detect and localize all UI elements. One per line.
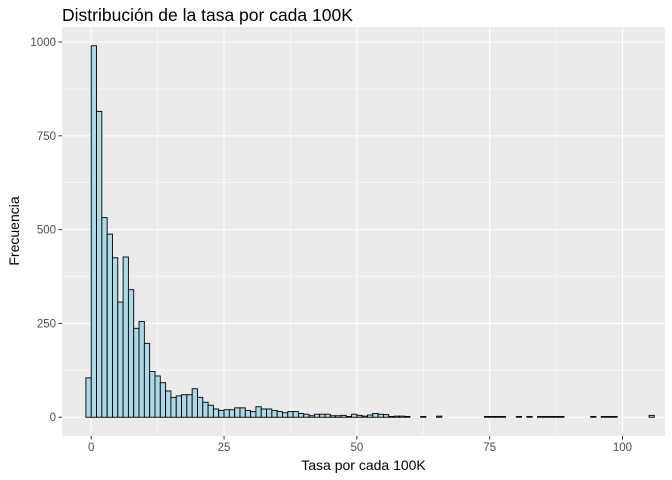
histogram-bar bbox=[372, 413, 379, 418]
histogram-bar bbox=[154, 375, 161, 418]
histogram-bar bbox=[117, 301, 124, 418]
histogram-bar bbox=[271, 410, 278, 418]
histogram-bar bbox=[276, 411, 283, 418]
histogram-bar bbox=[122, 256, 129, 418]
histogram-bar bbox=[590, 416, 597, 418]
histogram-bar bbox=[202, 401, 209, 418]
histogram-bar bbox=[489, 416, 496, 418]
histogram-bar bbox=[186, 394, 193, 418]
histogram-bar bbox=[558, 416, 565, 418]
histogram-bar bbox=[351, 413, 358, 418]
histogram-bar bbox=[526, 416, 533, 418]
histogram-bar bbox=[483, 416, 491, 418]
x-tick-label: 50 bbox=[350, 442, 363, 454]
histogram-bar bbox=[165, 390, 172, 418]
histogram-bar bbox=[207, 404, 214, 418]
histogram-bar bbox=[255, 406, 262, 418]
histogram-bar bbox=[90, 45, 97, 418]
histogram-bar bbox=[382, 414, 390, 418]
x-tick-label: 25 bbox=[218, 442, 231, 454]
histogram-bar bbox=[287, 411, 294, 418]
histogram-bar bbox=[393, 415, 400, 418]
histogram-bar bbox=[377, 413, 384, 418]
histogram-bar bbox=[112, 257, 119, 418]
histogram-bar bbox=[239, 407, 246, 418]
y-axis-title: Frecuencia bbox=[6, 196, 22, 265]
histogram-bar bbox=[345, 416, 352, 418]
x-tick-label: 100 bbox=[613, 442, 632, 454]
histogram-bar bbox=[329, 415, 337, 418]
histogram-bar bbox=[106, 233, 113, 418]
y-tick-label: 1000 bbox=[30, 37, 56, 49]
histogram-bar bbox=[260, 408, 267, 418]
histogram-bars bbox=[85, 45, 655, 418]
histogram-bar bbox=[228, 409, 236, 418]
histogram-bar bbox=[361, 415, 368, 418]
histogram-bar bbox=[244, 410, 252, 418]
histogram-bar bbox=[234, 407, 241, 418]
histogram-bar bbox=[547, 416, 554, 418]
histogram-bar bbox=[499, 416, 507, 418]
histogram-bar bbox=[367, 414, 374, 418]
histogram-bar bbox=[648, 414, 655, 418]
histogram-bar bbox=[191, 388, 198, 418]
histogram-bar bbox=[494, 416, 501, 418]
minor-gridlines bbox=[62, 27, 665, 436]
histogram-bar bbox=[175, 395, 182, 418]
histogram-bar bbox=[197, 396, 204, 418]
x-tick-label: 75 bbox=[483, 442, 496, 454]
histogram-bar bbox=[340, 414, 347, 418]
y-tick-label: 750 bbox=[37, 131, 56, 143]
histogram-bar bbox=[133, 327, 140, 418]
histogram-bar bbox=[143, 342, 151, 418]
histogram-bar bbox=[335, 415, 342, 418]
histogram-bar bbox=[159, 382, 167, 418]
histogram-bar bbox=[170, 396, 177, 418]
x-tick-label: 0 bbox=[88, 442, 94, 454]
histogram-bar bbox=[404, 416, 411, 418]
histogram-bar bbox=[537, 416, 544, 418]
histogram-bar bbox=[542, 416, 549, 418]
histogram-bar bbox=[420, 416, 427, 418]
histogram-bar bbox=[282, 412, 289, 418]
y-tick-label: 250 bbox=[37, 318, 56, 330]
histogram-bar bbox=[436, 415, 443, 418]
y-tick-label: 0 bbox=[50, 412, 56, 424]
histogram-bar bbox=[218, 410, 225, 418]
histogram-bar bbox=[324, 413, 331, 418]
histogram-bar bbox=[398, 415, 406, 418]
histogram-bar bbox=[606, 416, 613, 418]
histogram-bar bbox=[297, 413, 305, 418]
histogram-bar bbox=[303, 413, 310, 418]
x-axis-ticks: 0 25 50 75 100 bbox=[88, 436, 632, 454]
histogram-bar bbox=[611, 416, 618, 418]
histogram-bar bbox=[266, 408, 273, 418]
chart-title: Distribución de la tasa por cada 100K bbox=[62, 5, 353, 25]
histogram-bar bbox=[212, 408, 220, 418]
plot-panel bbox=[62, 27, 665, 436]
x-axis-title: Tasa por cada 100K bbox=[301, 457, 426, 473]
y-tick-label: 500 bbox=[37, 225, 56, 237]
histogram-bar bbox=[319, 413, 326, 418]
histogram-bar bbox=[388, 416, 395, 418]
histogram-bar bbox=[250, 411, 257, 418]
y-axis-ticks: 0 250 500 750 1000 bbox=[30, 37, 62, 424]
histogram-bar bbox=[515, 416, 523, 418]
histogram-bar bbox=[138, 321, 145, 418]
histogram-bar bbox=[292, 411, 299, 418]
histogram-bar bbox=[356, 414, 363, 418]
histogram-bar bbox=[101, 217, 108, 418]
histogram-bar bbox=[85, 377, 92, 418]
histogram-bar bbox=[223, 409, 230, 418]
histogram-bar bbox=[552, 416, 560, 418]
histogram-bar bbox=[308, 415, 315, 418]
histogram-bar bbox=[149, 371, 156, 418]
histogram-bar bbox=[96, 110, 103, 418]
histogram-bar bbox=[127, 289, 135, 418]
histogram-bar bbox=[313, 413, 321, 418]
histogram-bar bbox=[181, 394, 188, 418]
histogram-bar bbox=[600, 416, 608, 418]
